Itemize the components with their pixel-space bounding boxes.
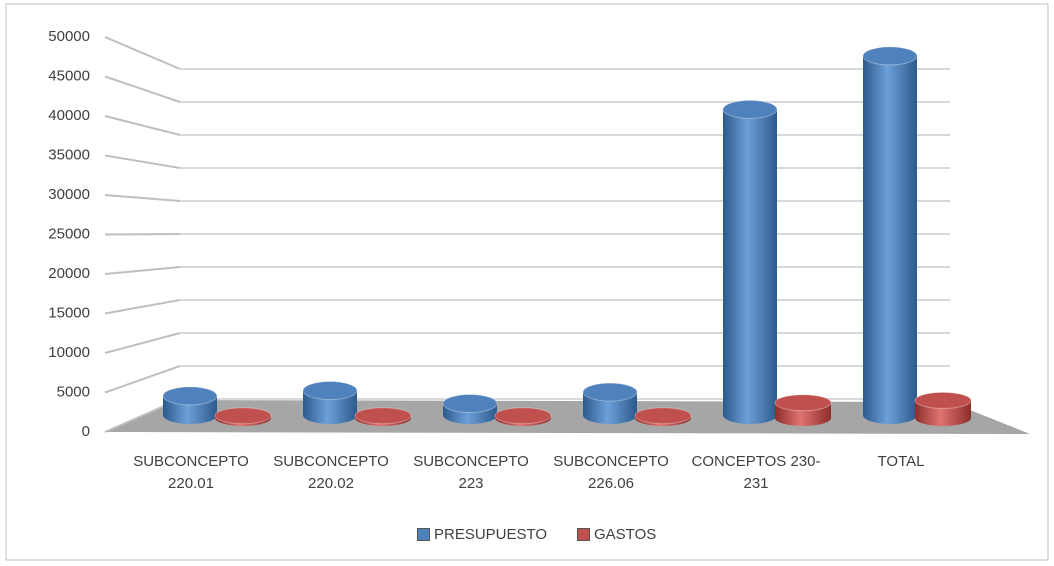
cylinder-top xyxy=(722,99,778,119)
cylinder xyxy=(862,46,918,425)
cylinder xyxy=(774,394,832,426)
cylinder-body xyxy=(303,390,357,424)
tick-line xyxy=(104,266,181,275)
cylinder xyxy=(582,382,638,424)
cylinder-body xyxy=(863,55,917,425)
x-tick-label: SUBCONCEPTO 220.02 xyxy=(273,453,389,492)
x-tick-label: CONCEPTOS 230-231 xyxy=(691,453,821,492)
legend-item: GASTOS xyxy=(577,526,656,543)
tick-line xyxy=(104,365,181,394)
cylinder-top xyxy=(354,407,412,425)
cylinder-top xyxy=(494,407,552,425)
cylinder xyxy=(442,394,498,424)
legend-swatch xyxy=(577,528,590,541)
legend-label: GASTOS xyxy=(594,526,657,543)
y-tick-label: 15000 xyxy=(48,304,90,321)
legend-swatch xyxy=(417,528,430,541)
cylinder xyxy=(914,391,972,426)
cylinder-top xyxy=(774,394,832,412)
legend-label: PRESUPUESTO xyxy=(434,526,548,543)
y-tick-label: 10000 xyxy=(48,344,90,361)
y-tick-label: 5000 xyxy=(57,383,90,400)
cylinder-body xyxy=(723,109,777,425)
cylinder-top xyxy=(442,394,498,414)
tick-line xyxy=(104,332,181,354)
cylinder xyxy=(634,407,692,426)
x-tick-label: SUBCONCEPTO 226.06 xyxy=(553,453,669,492)
tick-line xyxy=(104,36,181,70)
y-tick-label: 40000 xyxy=(48,107,90,124)
tick-line xyxy=(104,233,181,236)
cylinder-top xyxy=(582,382,638,402)
cylinder-top xyxy=(214,407,272,425)
cylinder xyxy=(162,386,218,424)
x-tick-label: SUBCONCEPTO 220.01 xyxy=(133,453,249,492)
cylinder-top xyxy=(914,391,972,409)
cylinder-top xyxy=(162,386,218,406)
tick-line xyxy=(104,299,181,315)
tick-line xyxy=(104,154,181,169)
x-tick-label: SUBCONCEPTO 223 xyxy=(413,453,529,492)
y-tick-label: 35000 xyxy=(48,146,90,163)
cylinder-top xyxy=(302,381,358,401)
y-tick-label: 45000 xyxy=(48,67,90,84)
y-tick-label: 25000 xyxy=(48,225,90,242)
cylinder-top xyxy=(634,407,692,425)
y-tick-label: 0 xyxy=(82,423,90,440)
y-tick-label: 30000 xyxy=(48,186,90,203)
cylinder xyxy=(722,99,778,425)
cylinder xyxy=(354,407,412,426)
cylinder-body xyxy=(583,392,637,424)
x-tick-label: TOTAL xyxy=(877,453,925,470)
cylinder xyxy=(214,407,272,426)
tick-line xyxy=(104,75,181,103)
y-tick-label: 50000 xyxy=(48,28,90,45)
cylinder xyxy=(494,407,552,426)
tick-line xyxy=(104,194,181,202)
cylinder xyxy=(302,381,358,424)
tick-line xyxy=(104,115,181,136)
y-tick-label: 20000 xyxy=(48,265,90,282)
cylinder-top xyxy=(862,46,918,66)
legend-item: PRESUPUESTO xyxy=(417,526,547,543)
